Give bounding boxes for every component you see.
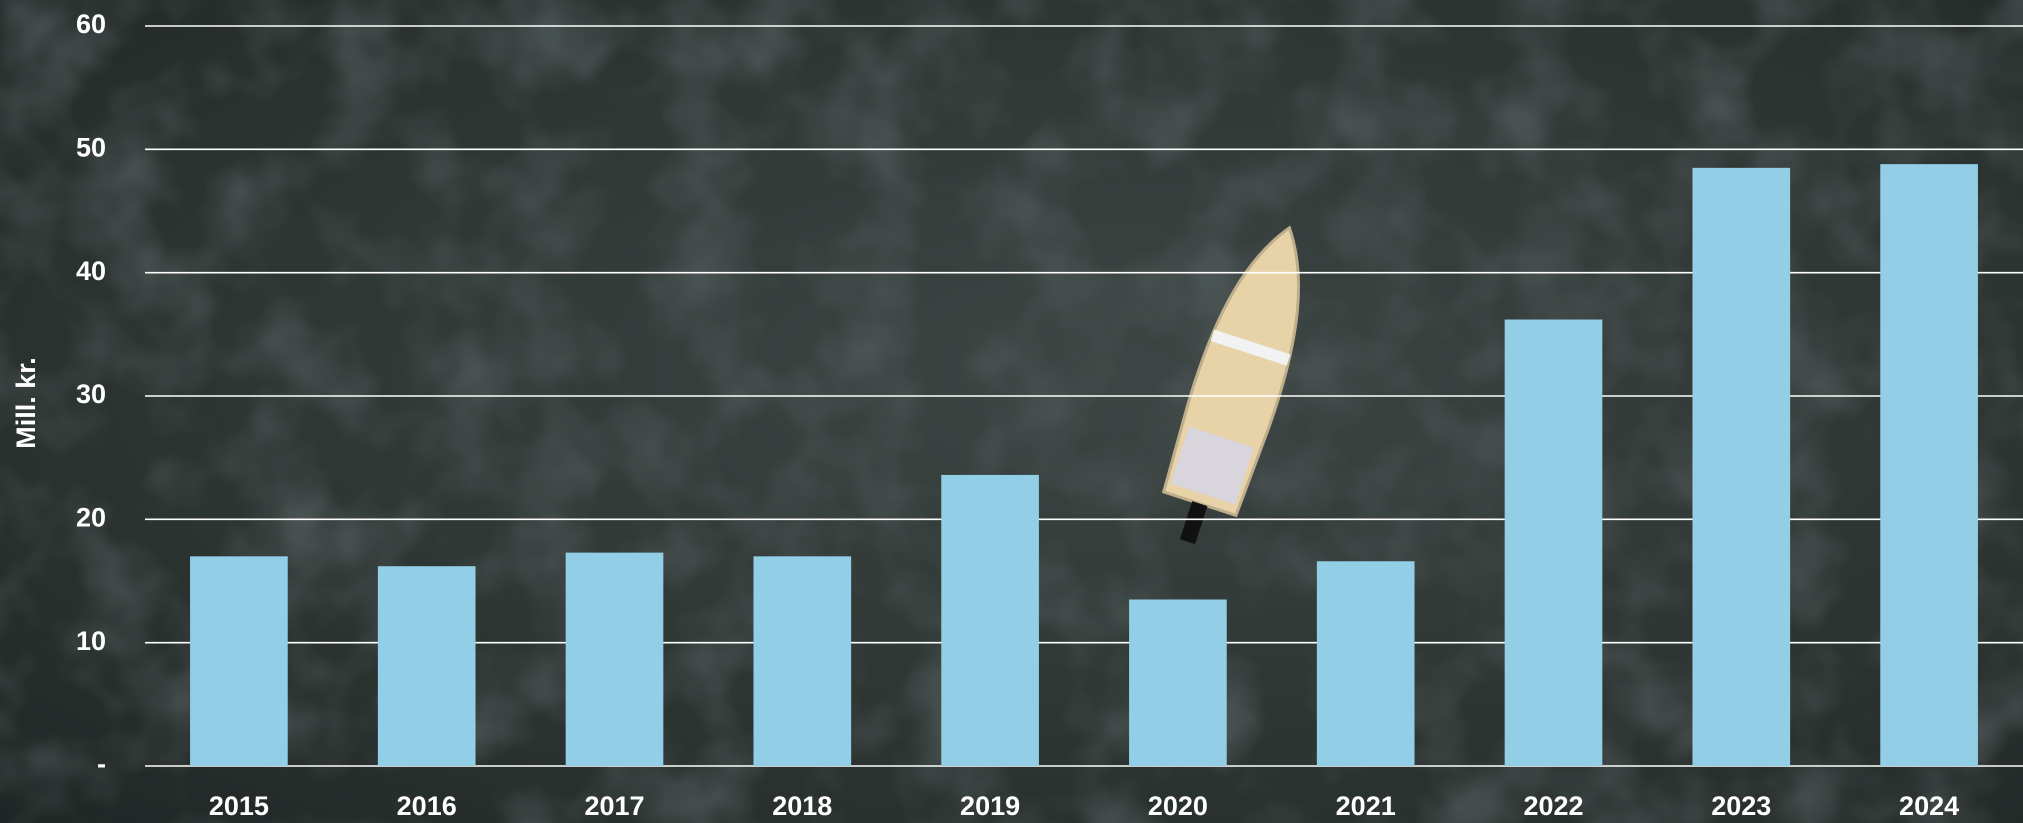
bar <box>753 556 852 766</box>
y-tick-label: 60 <box>76 9 106 39</box>
bar <box>1316 561 1415 766</box>
bar <box>565 552 664 766</box>
y-tick-label: 50 <box>76 132 106 162</box>
bar <box>377 566 476 766</box>
y-tick-label: 20 <box>76 502 106 532</box>
y-axis-label: Mill. kr. <box>11 357 41 449</box>
bar <box>1129 599 1227 766</box>
bar <box>190 556 288 766</box>
x-tick-label: 2021 <box>1336 791 1396 821</box>
bar <box>941 474 1039 766</box>
y-tick-label: 40 <box>76 256 106 286</box>
y-tick-label: - <box>97 749 106 779</box>
y-tick-label: 30 <box>76 379 106 409</box>
x-tick-label: 2020 <box>1148 791 1208 821</box>
bar <box>1692 167 1791 767</box>
x-tick-label: 2016 <box>397 791 457 821</box>
x-tick-label: 2015 <box>209 791 269 821</box>
boat <box>1161 225 1300 545</box>
bar <box>1880 164 1978 767</box>
x-tick-label: 2022 <box>1523 791 1583 821</box>
x-tick-label: 2019 <box>960 791 1020 821</box>
x-tick-label: 2017 <box>584 791 644 821</box>
x-tick-label: 2024 <box>1899 791 1959 821</box>
x-tick-label: 2023 <box>1711 791 1771 821</box>
bar <box>1504 319 1603 766</box>
y-tick-label: 10 <box>76 626 106 656</box>
x-tick-label: 2018 <box>772 791 832 821</box>
